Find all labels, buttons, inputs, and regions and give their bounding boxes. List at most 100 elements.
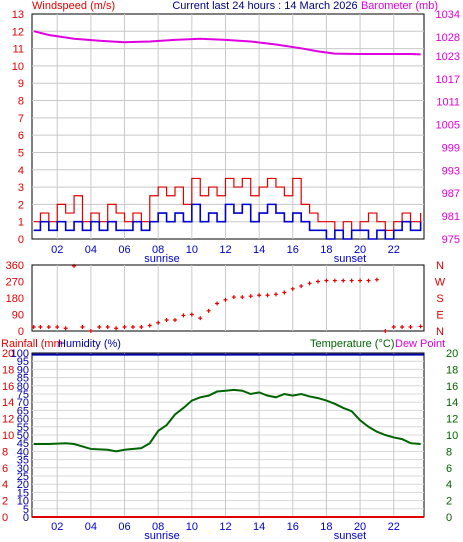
direction-point <box>173 318 178 322</box>
temperature-tick-label: 8 <box>446 446 452 458</box>
windspeed-tick-label: 2 <box>18 199 24 211</box>
windspeed-tick-label: 13 <box>12 9 24 21</box>
direction-point <box>97 324 102 329</box>
direction-point <box>349 278 354 283</box>
x-tick-label: 12 <box>219 244 231 256</box>
humidity-tick-label: 100 <box>11 348 29 360</box>
temperature-tick-label: 14 <box>446 397 458 409</box>
direction-point <box>38 324 43 329</box>
temperature-tick-label: 20 <box>446 348 458 360</box>
x-tick-label: 16 <box>287 244 299 256</box>
direction-point <box>383 329 388 333</box>
humidity-tick-label: 55 <box>17 422 29 434</box>
humidity-axis: 0510152025303540455055606570758085909510… <box>11 348 29 524</box>
direction-point <box>265 293 270 298</box>
x-tick-label: 08 <box>152 521 164 533</box>
direction-point <box>290 286 295 291</box>
climate-panel-grid <box>32 353 424 517</box>
sunset-label-top: sunset <box>334 253 366 265</box>
compass-tick-label: N <box>436 326 444 338</box>
sunrise-label-bottom: sunrise <box>144 530 179 542</box>
windspeed-tick-label: 7 <box>18 113 24 125</box>
windspeed-tick-label: 0 <box>18 234 24 246</box>
direction-point <box>198 316 203 321</box>
direction-point <box>130 324 135 329</box>
humidity-tick-label: 75 <box>17 389 29 401</box>
direction-point <box>391 324 396 329</box>
x-tick-label: 12 <box>219 521 231 533</box>
direction-point <box>231 295 236 300</box>
x-tick-label: 16 <box>287 521 299 533</box>
direction-panel-plot <box>31 263 423 333</box>
direction-point <box>223 297 228 302</box>
x-tick-label: 04 <box>85 244 97 256</box>
humidity-tick-label: 35 <box>17 455 29 467</box>
compass-tick-label: E <box>436 310 443 322</box>
direction-point <box>147 323 152 328</box>
x-tick-label: 14 <box>253 244 265 256</box>
direction-point <box>46 324 51 329</box>
dewpoint-header: Dew Point <box>395 338 445 350</box>
x-tick-label: 14 <box>253 521 265 533</box>
direction-point <box>122 324 127 329</box>
temperature-tick-label: 6 <box>446 463 452 475</box>
direction-panel-frame <box>31 264 425 332</box>
direction-point <box>63 326 68 331</box>
barometer-line <box>33 30 421 56</box>
rainfall-tick-label: 4 <box>2 479 8 491</box>
direction-point <box>374 277 379 282</box>
direction-point <box>408 324 413 329</box>
rainfall-tick-label: 16 <box>2 381 14 393</box>
temperature-header: Temperature (°C) <box>310 338 394 350</box>
barometer-axis: 975 981 987 993 999 1005 1011 1017 1023 1028 1034 <box>436 9 460 246</box>
x-tick-label: 20 <box>354 521 366 533</box>
temperature-tick-label: 0 <box>446 512 452 524</box>
barometer-tick-label: 1034 <box>436 9 460 21</box>
rainfall-tick-label: 18 <box>2 364 14 376</box>
direction-tick-label: 0 <box>18 326 24 338</box>
compass-tick-label: S <box>436 293 443 305</box>
windspeed-tick-label: 8 <box>18 96 24 108</box>
direction-point <box>105 324 110 329</box>
windspeed-tick-label: 5 <box>18 147 24 159</box>
barometer-tick-label: 981 <box>442 211 460 223</box>
direction-point <box>400 324 405 329</box>
windspeed-tick-label: 10 <box>12 61 24 73</box>
x-tick-label: 18 <box>320 244 332 256</box>
direction-point <box>257 293 262 298</box>
windspeed-tick-label: 9 <box>18 78 24 90</box>
temperature-tick-label: 10 <box>446 430 458 442</box>
barometer-tick-label: 1017 <box>436 74 460 86</box>
humidity-tick-label: 25 <box>17 471 29 483</box>
direction-point <box>88 329 93 333</box>
x-tick-label: 06 <box>118 244 130 256</box>
humidity-tick-label: 30 <box>17 463 29 475</box>
temperature-tick-label: 12 <box>446 414 458 426</box>
direction-point <box>299 284 304 289</box>
direction-point <box>139 324 144 329</box>
x-tick-label: 02 <box>51 244 63 256</box>
windspeed-tick-label: 11 <box>13 44 24 56</box>
direction-point <box>307 281 312 286</box>
wind-panel-grid <box>32 14 424 239</box>
direction-point <box>55 324 60 329</box>
humidity-tick-label: 85 <box>17 373 29 385</box>
rainfall-tick-label: 10 <box>2 430 14 442</box>
x-tick-label: 18 <box>320 521 332 533</box>
temperature-tick-label: 16 <box>446 381 458 393</box>
x-tick-label: 10 <box>186 244 198 256</box>
rainfall-tick-label: 2 <box>2 496 8 508</box>
rainfall-tick-label: 6 <box>2 463 8 475</box>
temperature-line <box>33 388 421 453</box>
barometer-tick-label: 1023 <box>436 51 460 63</box>
page-title: Current last 24 hours : 14 March 2026 <box>172 0 357 12</box>
direction-point <box>341 278 346 283</box>
direction-point <box>156 320 161 325</box>
temperature-axis: 0 2 4 6 8 10 12 14 16 18 20 <box>446 348 458 524</box>
windspeed-tick-label: 6 <box>18 130 24 142</box>
sunrise-label-top: sunrise <box>144 253 179 265</box>
x-tick-label: 02 <box>51 521 63 533</box>
direction-point <box>206 308 211 313</box>
humidity-tick-label: 0 <box>23 512 29 524</box>
